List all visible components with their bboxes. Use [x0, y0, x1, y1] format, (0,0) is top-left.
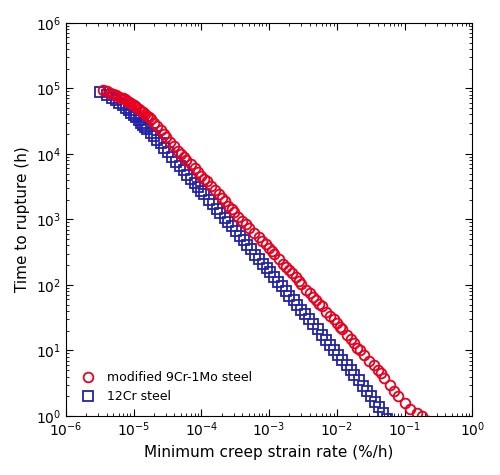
12Cr steel — [222, 215, 228, 221]
modified 9Cr-1Mo steel — [402, 400, 407, 406]
Line: modified 9Cr-1Mo steel: modified 9Cr-1Mo steel — [98, 85, 469, 446]
12Cr steel — [232, 228, 238, 234]
12Cr steel — [356, 378, 362, 383]
12Cr steel — [298, 307, 304, 313]
modified 9Cr-1Mo steel — [100, 87, 105, 93]
X-axis label: Minimum creep strain rate (%/h): Minimum creep strain rate (%/h) — [144, 445, 394, 460]
modified 9Cr-1Mo steel — [414, 410, 420, 416]
Y-axis label: Time to rupture (h): Time to rupture (h) — [15, 146, 30, 292]
Line: 12Cr steel: 12Cr steel — [95, 87, 469, 475]
modified 9Cr-1Mo steel — [395, 393, 401, 399]
modified 9Cr-1Mo steel — [461, 438, 467, 444]
12Cr steel — [148, 130, 154, 135]
12Cr steel — [97, 89, 103, 95]
12Cr steel — [176, 163, 182, 169]
modified 9Cr-1Mo steel — [276, 256, 282, 262]
Legend: modified 9Cr-1Mo steel, 12Cr steel: modified 9Cr-1Mo steel, 12Cr steel — [72, 365, 258, 410]
modified 9Cr-1Mo steel — [386, 382, 392, 388]
modified 9Cr-1Mo steel — [168, 140, 173, 145]
